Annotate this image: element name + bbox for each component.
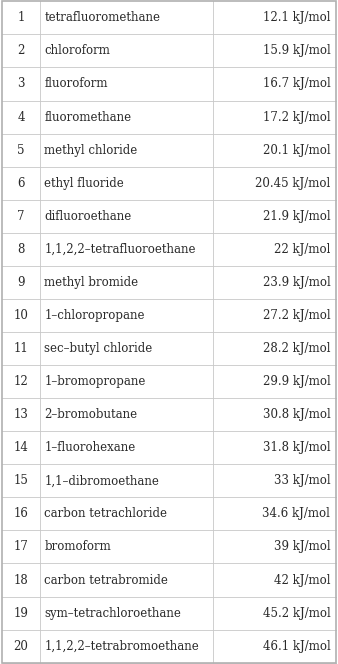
Text: sym–tetrachloroethane: sym–tetrachloroethane (44, 607, 181, 620)
Bar (2, 266, 336, 299)
Text: 1,1,2,2–tetrabromoethane: 1,1,2,2–tetrabromoethane (44, 639, 199, 653)
Bar (2, 596, 336, 629)
Text: 21.9 kJ/mol: 21.9 kJ/mol (263, 210, 330, 222)
Text: 2: 2 (17, 44, 25, 57)
Bar (2, 233, 336, 266)
Text: 45.2 kJ/mol: 45.2 kJ/mol (263, 607, 330, 620)
Bar (2, 68, 336, 100)
Text: 1–fluorohexane: 1–fluorohexane (44, 442, 136, 454)
Text: ethyl fluoride: ethyl fluoride (44, 177, 124, 190)
Text: 17: 17 (14, 540, 28, 553)
Text: 6: 6 (17, 177, 25, 190)
Bar (2, 365, 336, 398)
Bar (2, 299, 336, 332)
Text: carbon tetrabromide: carbon tetrabromide (44, 574, 168, 586)
Bar (2, 167, 336, 200)
Bar (2, 497, 336, 531)
Text: 1–bromopropane: 1–bromopropane (44, 375, 146, 388)
Bar (2, 464, 336, 497)
Bar (2, 133, 336, 167)
Text: 11: 11 (14, 342, 28, 355)
Text: 39 kJ/mol: 39 kJ/mol (274, 540, 330, 553)
Text: tetrafluoromethane: tetrafluoromethane (44, 11, 160, 25)
Text: fluoromethane: fluoromethane (44, 111, 131, 124)
Text: methyl bromide: methyl bromide (44, 276, 138, 289)
Text: 1,1,2,2–tetrafluoroethane: 1,1,2,2–tetrafluoroethane (44, 243, 196, 256)
Text: 13: 13 (14, 408, 28, 421)
Text: 14: 14 (14, 442, 28, 454)
Bar (2, 200, 336, 233)
Text: 12.1 kJ/mol: 12.1 kJ/mol (263, 11, 330, 25)
Bar (2, 1, 336, 35)
Text: 12: 12 (14, 375, 28, 388)
Text: 8: 8 (17, 243, 25, 256)
Text: 2–bromobutane: 2–bromobutane (44, 408, 137, 421)
Bar (2, 564, 336, 596)
Bar (2, 100, 336, 133)
Text: 22 kJ/mol: 22 kJ/mol (274, 243, 330, 256)
Text: methyl chloride: methyl chloride (44, 143, 138, 157)
Text: 29.9 kJ/mol: 29.9 kJ/mol (263, 375, 330, 388)
Text: 20.1 kJ/mol: 20.1 kJ/mol (263, 143, 330, 157)
Bar (2, 431, 336, 464)
Text: 20.45 kJ/mol: 20.45 kJ/mol (255, 177, 330, 190)
Text: 33 kJ/mol: 33 kJ/mol (274, 474, 330, 487)
Text: 31.8 kJ/mol: 31.8 kJ/mol (263, 442, 330, 454)
Text: 46.1 kJ/mol: 46.1 kJ/mol (263, 639, 330, 653)
Text: 27.2 kJ/mol: 27.2 kJ/mol (263, 309, 330, 322)
Text: 34.6 kJ/mol: 34.6 kJ/mol (262, 507, 330, 521)
Text: 15: 15 (14, 474, 28, 487)
Bar (2, 398, 336, 431)
Text: 7: 7 (17, 210, 25, 222)
Text: 18: 18 (14, 574, 28, 586)
Text: bromoform: bromoform (44, 540, 111, 553)
Text: 1: 1 (17, 11, 25, 25)
Text: 3: 3 (17, 78, 25, 90)
Text: carbon tetrachloride: carbon tetrachloride (44, 507, 167, 521)
Text: 5: 5 (17, 143, 25, 157)
Text: 16.7 kJ/mol: 16.7 kJ/mol (263, 78, 330, 90)
Bar (2, 629, 336, 663)
Text: 17.2 kJ/mol: 17.2 kJ/mol (263, 111, 330, 124)
Text: 28.2 kJ/mol: 28.2 kJ/mol (263, 342, 330, 355)
Text: 1,1–dibromoethane: 1,1–dibromoethane (44, 474, 159, 487)
Text: 16: 16 (14, 507, 28, 521)
Text: 1–chloropropane: 1–chloropropane (44, 309, 145, 322)
Text: chloroform: chloroform (44, 44, 110, 57)
Text: 30.8 kJ/mol: 30.8 kJ/mol (263, 408, 330, 421)
Text: 15.9 kJ/mol: 15.9 kJ/mol (263, 44, 330, 57)
Bar (2, 35, 336, 68)
Text: 23.9 kJ/mol: 23.9 kJ/mol (263, 276, 330, 289)
Text: fluoroform: fluoroform (44, 78, 108, 90)
Text: 10: 10 (14, 309, 28, 322)
Text: 20: 20 (14, 639, 28, 653)
Text: 4: 4 (17, 111, 25, 124)
Text: 9: 9 (17, 276, 25, 289)
Bar (2, 531, 336, 564)
Text: 19: 19 (14, 607, 28, 620)
Text: difluoroethane: difluoroethane (44, 210, 131, 222)
Bar (2, 332, 336, 365)
Text: sec–butyl chloride: sec–butyl chloride (44, 342, 152, 355)
Text: 42 kJ/mol: 42 kJ/mol (274, 574, 330, 586)
